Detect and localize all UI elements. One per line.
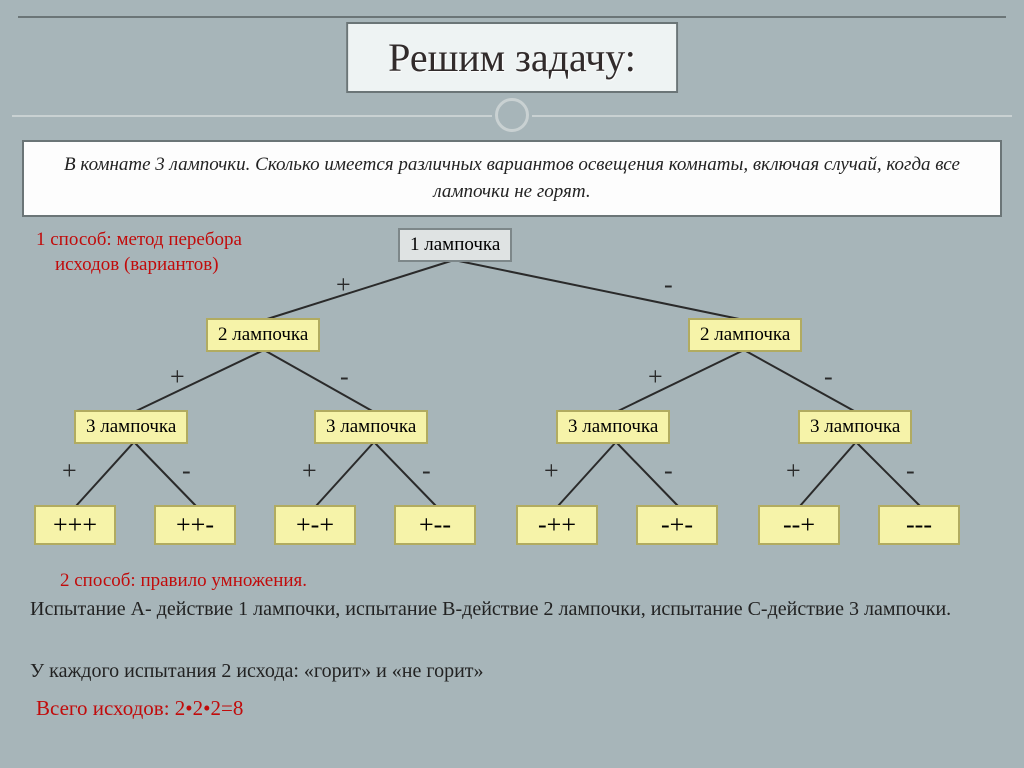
problem-statement: В комнате 3 лампочки. Сколько имеется ра… <box>22 140 1002 217</box>
total-outcomes: Всего исходов: 2•2•2=8 <box>36 696 243 721</box>
tree-node-root: 1 лампочка <box>398 228 512 262</box>
tree-leaf: +++ <box>34 505 116 545</box>
edge-sign: - <box>664 270 673 300</box>
edge-sign: + <box>62 456 77 486</box>
tree-node-l3d: 3 лампочка <box>798 410 912 444</box>
edge-sign: - <box>340 362 349 392</box>
tree-node-l2a: 2 лампочка <box>206 318 320 352</box>
tree-node-l3a: 3 лампочка <box>74 410 188 444</box>
tree-leaf: --+ <box>758 505 840 545</box>
tree-leaf: --- <box>878 505 960 545</box>
ring-ornament <box>495 98 529 132</box>
tree-leaf: -+- <box>636 505 718 545</box>
method1-label: 1 способ: метод перебора исходов (вариан… <box>36 228 242 277</box>
method1-line1: 1 способ: метод перебора <box>36 229 242 250</box>
tree-leaf: +-- <box>394 505 476 545</box>
edge-sign: + <box>786 456 801 486</box>
tree-leaf: -++ <box>516 505 598 545</box>
edge-sign: - <box>422 456 431 486</box>
conclusion-text: У каждого испытания 2 исхода: «горит» и … <box>30 660 484 683</box>
edge-sign: + <box>648 362 663 392</box>
edge-sign: + <box>170 362 185 392</box>
edge-sign: - <box>182 456 191 486</box>
tree-node-l3c: 3 лампочка <box>556 410 670 444</box>
trials-text: Испытание А- действие 1 лампочки, испыта… <box>30 596 994 623</box>
tree-leaf: +-+ <box>274 505 356 545</box>
edge-sign: + <box>336 270 351 300</box>
tree-node-l2b: 2 лампочка <box>688 318 802 352</box>
edge-sign: - <box>664 456 673 486</box>
edge-sign: + <box>302 456 317 486</box>
tree-node-l3b: 3 лампочка <box>314 410 428 444</box>
edge-sign: - <box>824 362 833 392</box>
tree-leaf: ++- <box>154 505 236 545</box>
method1-line2: исходов (вариантов) <box>55 254 219 275</box>
top-divider <box>18 16 1006 18</box>
edge-sign: - <box>906 456 915 486</box>
method2-label: 2 способ: правило умножения. <box>60 570 307 592</box>
page-title: Решим задачу: <box>346 22 678 93</box>
edge-sign: + <box>544 456 559 486</box>
